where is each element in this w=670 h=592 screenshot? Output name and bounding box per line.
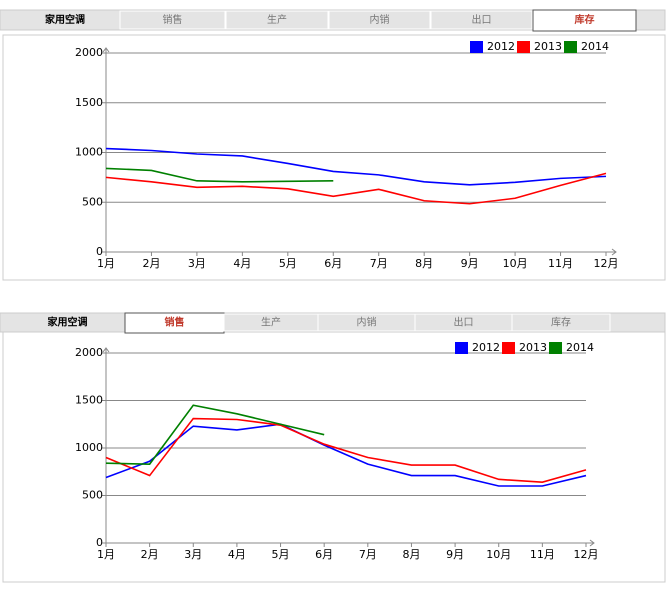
x-tick-label: 1月 <box>97 548 115 561</box>
tab-label[interactable]: 内销 <box>357 316 377 329</box>
panel-frame <box>2 34 666 281</box>
x-tick-label: 12月 <box>574 548 599 561</box>
x-tick-label: 2月 <box>141 548 159 561</box>
tab-label[interactable]: 生产 <box>267 13 287 26</box>
x-axis <box>106 539 595 547</box>
tab-label[interactable]: 销售 <box>163 13 183 26</box>
panel-title: 家用空调 <box>45 13 85 26</box>
tab[interactable] <box>511 313 611 332</box>
series-line <box>105 423 587 487</box>
tab-label[interactable]: 库存 <box>575 13 595 26</box>
x-tick-label: 2月 <box>142 257 160 270</box>
x-tick-label: 11月 <box>548 257 573 270</box>
tab-label[interactable]: 内销 <box>370 13 390 26</box>
x-tick-label: 7月 <box>359 548 377 561</box>
legend-label: 2014 <box>566 341 594 354</box>
x-tick-label: 10月 <box>503 257 528 270</box>
panel-title: 家用空调 <box>48 316 88 329</box>
x-tick-label: 4月 <box>228 548 246 561</box>
tab-label[interactable]: 库存 <box>551 316 571 329</box>
x-tick-label: 1月 <box>97 257 115 270</box>
y-tick-label: 2000 <box>75 346 103 359</box>
tab[interactable] <box>119 10 226 30</box>
legend-swatch <box>455 342 468 354</box>
x-axis <box>106 248 617 256</box>
active-tab[interactable] <box>532 9 637 32</box>
y-tick-label: 500 <box>82 195 103 208</box>
x-tick-label: 6月 <box>324 257 342 270</box>
legend-label: 2014 <box>581 40 609 53</box>
tab[interactable] <box>328 10 431 30</box>
x-tick-label: 12月 <box>594 257 619 270</box>
x-tick-label: 9月 <box>461 257 479 270</box>
tab-label[interactable]: 出口 <box>454 316 474 329</box>
tab-label[interactable]: 出口 <box>472 13 492 26</box>
x-tick-label: 8月 <box>402 548 420 561</box>
tab-label[interactable]: 生产 <box>261 316 281 329</box>
tab[interactable] <box>225 10 329 30</box>
x-tick-label: 9月 <box>446 548 464 561</box>
legend-swatch <box>517 41 530 53</box>
legend-swatch <box>502 342 515 354</box>
x-tick-label: 10月 <box>486 548 511 561</box>
x-tick-label: 5月 <box>272 548 290 561</box>
x-tick-label: 6月 <box>315 548 333 561</box>
x-tick-label: 8月 <box>415 257 433 270</box>
tab[interactable] <box>430 10 533 30</box>
series-line <box>105 167 334 183</box>
legend-swatch <box>564 41 577 53</box>
y-tick-label: 1000 <box>75 441 103 454</box>
y-tick-label: 0 <box>96 536 103 549</box>
series-line <box>105 404 325 465</box>
legend-label: 2012 <box>472 341 500 354</box>
x-tick-label: 3月 <box>188 257 206 270</box>
x-tick-label: 5月 <box>279 257 297 270</box>
legend-swatch <box>549 342 562 354</box>
y-tick-label: 2000 <box>75 46 103 59</box>
x-tick-label: 3月 <box>184 548 202 561</box>
y-tick-label: 0 <box>96 245 103 258</box>
x-tick-label: 7月 <box>370 257 388 270</box>
x-tick-label: 11月 <box>530 548 555 561</box>
y-axis <box>102 47 110 252</box>
y-tick-label: 1000 <box>75 146 103 159</box>
series-line <box>105 147 607 186</box>
y-tick-label: 1500 <box>75 96 103 109</box>
legend-label: 2013 <box>519 341 547 354</box>
x-tick-label: 4月 <box>233 257 251 270</box>
tab-label[interactable]: 销售 <box>165 316 185 329</box>
legend-label: 2013 <box>534 40 562 53</box>
legend-label: 2012 <box>487 40 515 53</box>
y-axis <box>102 347 110 543</box>
y-tick-label: 500 <box>82 489 103 502</box>
y-tick-label: 1500 <box>75 394 103 407</box>
legend-swatch <box>470 41 483 53</box>
series-line <box>105 172 607 205</box>
series-line <box>105 417 587 484</box>
